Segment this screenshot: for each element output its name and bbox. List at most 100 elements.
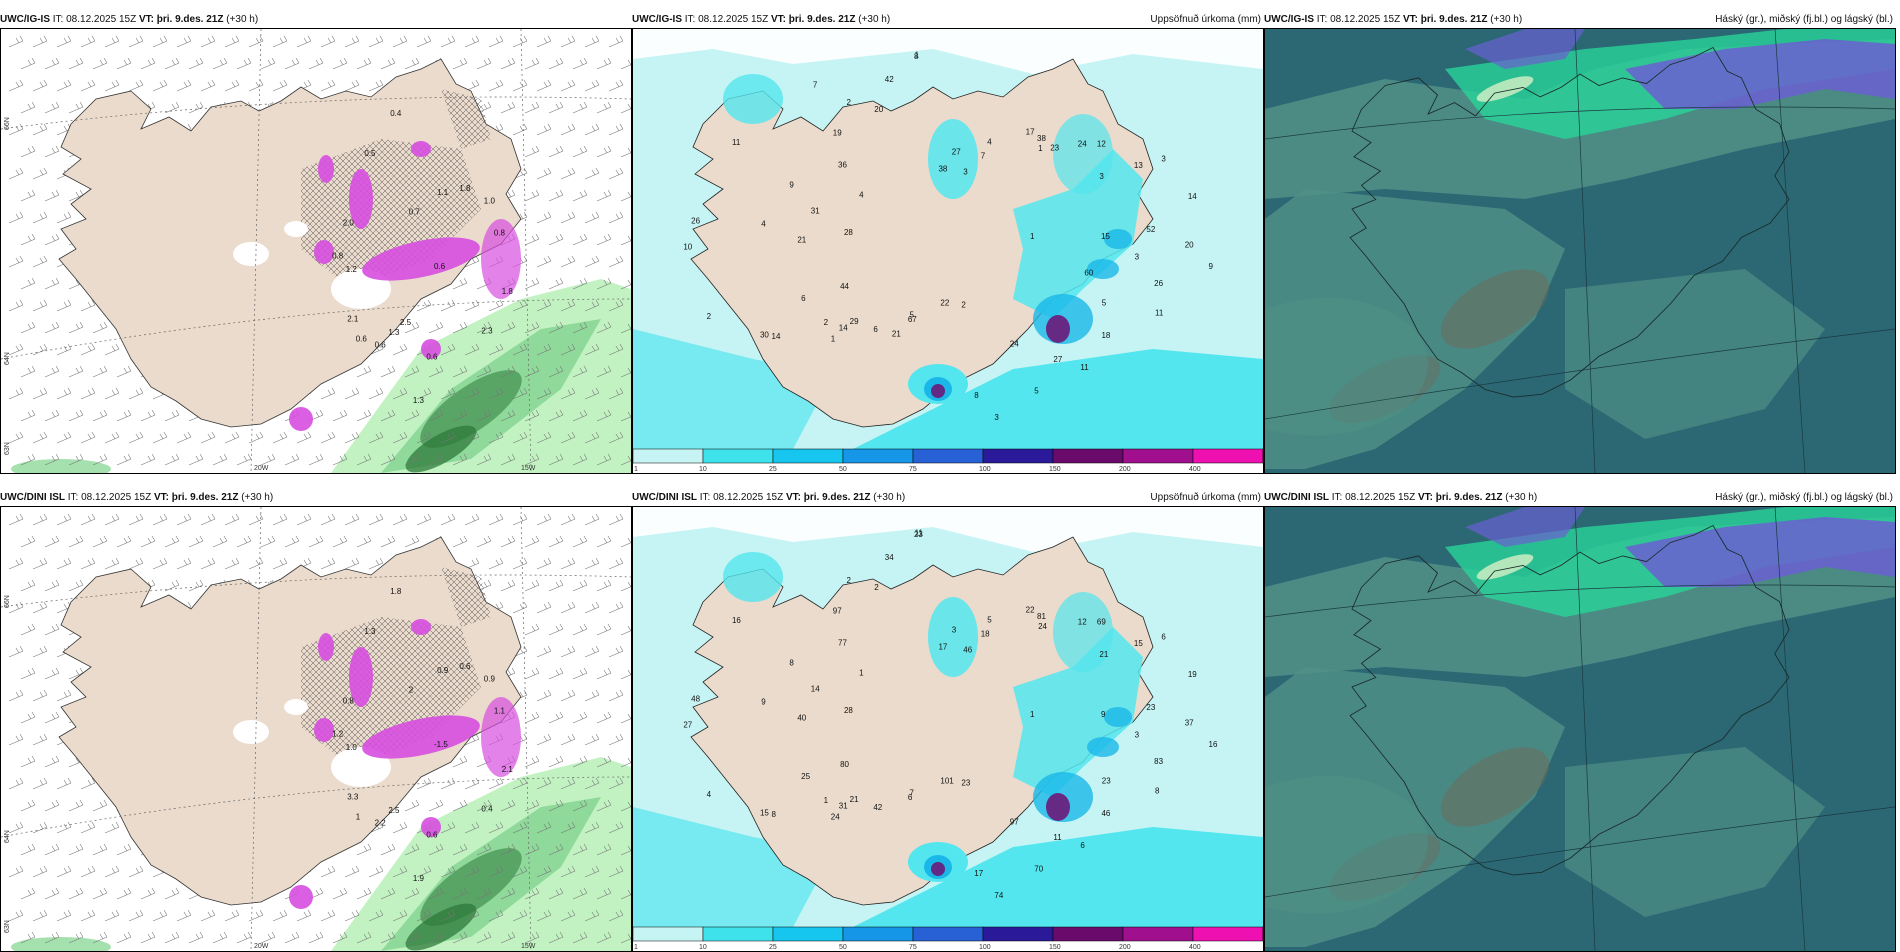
colorbar-cell	[1122, 448, 1194, 464]
value-label: 3.3	[347, 792, 359, 801]
panel-top-right: UWC/IG-IS IT: 08.12.2025 15Z VT: þri. 9.…	[1264, 12, 1896, 474]
colorbar-tick: 75	[909, 944, 917, 951]
value-label: 0.9	[437, 666, 449, 675]
value-label: 0.9	[484, 675, 496, 684]
value-label: 17	[1026, 128, 1035, 137]
colorbar-tick: 100	[979, 944, 991, 951]
graticule	[1, 507, 631, 951]
svg-text:15W: 15W	[521, 943, 536, 950]
value-label: 16	[1209, 740, 1218, 749]
value-label: 27	[952, 147, 961, 156]
value-label: 36	[838, 160, 847, 169]
panel-header: UWC/IG-IS IT: 08.12.2025 15Z VT: þri. 9.…	[0, 14, 259, 25]
value-label: 23	[1146, 703, 1155, 712]
model-name: UWC/IG-IS	[1264, 14, 1314, 25]
value-label: 2.5	[388, 806, 400, 815]
value-label: 97	[833, 607, 842, 616]
value-label: 24	[831, 812, 840, 821]
value-label: 18	[981, 629, 990, 638]
value-label: 24	[1078, 139, 1087, 148]
value-label: 2	[874, 583, 879, 592]
svg-text:63N: 63N	[4, 920, 11, 933]
value-label: 1	[356, 813, 361, 822]
value-label: 13	[1134, 161, 1143, 170]
value-label: 7	[910, 788, 915, 797]
colorbar-tick: 75	[909, 466, 917, 473]
graticule	[1, 29, 631, 473]
map-wind-snow: 66N 64N 63N 20W 15W -1.5 1 2 0.6 1.2 0.9 2.5 1.3 2.1 3…	[0, 506, 632, 952]
value-label: 2	[846, 98, 851, 107]
magenta-precip	[289, 619, 521, 909]
value-label: 6	[873, 325, 878, 334]
value-label: 31	[811, 207, 820, 216]
value-label: 26	[1154, 279, 1163, 288]
value-label: 5	[910, 310, 915, 319]
value-label: 6	[1161, 632, 1166, 641]
value-label: 77	[838, 638, 847, 647]
panel-header: UWC/DINI ISL IT: 08.12.2025 15Z VT: þri.…	[1264, 490, 1896, 506]
value-label: 101	[940, 776, 954, 785]
value-label: 46	[963, 645, 972, 654]
value-label: 29	[850, 317, 859, 326]
map-precipitation: 1 2 3 24 4 3 5 2 9 6 1 8 9 14 6 1 11 21 12 22 19 20 29 7 11 31 13 1…	[632, 28, 1264, 474]
value-label: 3	[952, 625, 957, 634]
value-label: 0.4	[481, 804, 493, 813]
value-label: 10	[683, 243, 692, 252]
value-label: 23	[1102, 777, 1111, 786]
value-label: 0.4	[390, 109, 402, 118]
value-label: 2.1	[502, 765, 514, 774]
value-labels: 1232443529618914611121122219202971131131…	[683, 51, 1213, 422]
value-label: 97	[1010, 817, 1019, 826]
axis-labels: 66N 64N 63N 20W 15W	[4, 117, 536, 472]
value-label: 8	[914, 52, 919, 61]
value-label: 8	[974, 391, 979, 400]
value-labels: 1146979672162524178194211840691019737211…	[683, 529, 1218, 900]
colorbar-tick: 150	[1049, 944, 1061, 951]
graticule	[1265, 29, 1895, 473]
value-label: 9	[789, 180, 794, 189]
value-label: 18	[1101, 331, 1110, 340]
value-label: 0.6	[375, 340, 387, 349]
svg-text:66N: 66N	[4, 117, 11, 130]
colorbar: 1 10 25 50 75 100 150 200 400	[633, 448, 1263, 473]
value-label: 1.8	[459, 184, 471, 193]
value-label: -1.5	[434, 740, 448, 749]
colorbar-cell	[1192, 448, 1263, 464]
axis-labels: 66N 64N 63N 20W 15W	[4, 595, 536, 950]
panel-header: UWC/DINI ISL IT: 08.12.2025 15Z VT: þri.…	[0, 492, 274, 503]
magenta-precip	[289, 141, 521, 431]
value-label: 5	[987, 615, 992, 624]
value-label: 48	[691, 694, 700, 703]
value-label: 42	[885, 75, 894, 84]
value-label: 1.3	[388, 328, 400, 337]
value-label: 0.6	[459, 662, 471, 671]
value-label: 83	[1154, 757, 1163, 766]
iceland-outline	[1349, 46, 1790, 398]
panel-header: UWC/IG-IS IT: 08.12.2025 15Z VT: þri. 9.…	[632, 12, 1264, 28]
colorbar-tick: 50	[839, 944, 847, 951]
precip-cores	[723, 552, 1143, 882]
value-label: 30	[760, 330, 769, 339]
colorbar-cell	[702, 448, 774, 464]
colorbar-tick: 1	[634, 466, 638, 473]
model-name: UWC/IG-IS	[0, 14, 50, 25]
value-label: 0.8	[494, 228, 506, 237]
value-label: 4	[761, 220, 766, 229]
value-label: 20	[1185, 240, 1194, 249]
value-label: 20	[874, 105, 883, 114]
value-label: 0.8	[343, 697, 355, 706]
colorbar-cell	[772, 926, 844, 942]
value-label: 0.6	[426, 352, 438, 361]
value-label: 17	[974, 869, 983, 878]
panel-header: UWC/IG-IS IT: 08.12.2025 15Z VT: þri. 9.…	[1264, 12, 1896, 28]
colorbar-tick: 150	[1049, 466, 1061, 473]
value-label: 12	[1078, 617, 1087, 626]
colorbar-cell	[912, 926, 984, 942]
value-label: 1	[831, 334, 836, 343]
value-label: 19	[833, 129, 842, 138]
value-label: 27	[1053, 355, 1062, 364]
value-label: 11	[1155, 308, 1164, 317]
colorbar-tick: 25	[769, 944, 777, 951]
value-label: 52	[1146, 225, 1155, 234]
value-label: 44	[840, 282, 849, 291]
